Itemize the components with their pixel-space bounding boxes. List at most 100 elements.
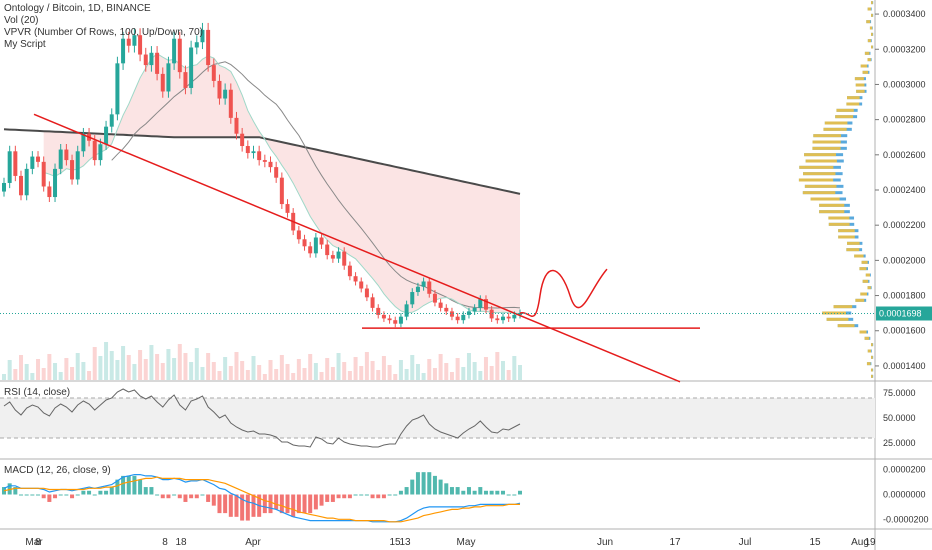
vpvr-down-bar [799,165,834,169]
y-tick-label: 0.0001800 [883,291,926,301]
candle-body [489,309,494,319]
candle-body [41,161,46,187]
x-tick-label: 8 [35,537,41,548]
projected-path [519,268,608,317]
volume-bar [512,356,517,380]
macd-histogram-bar [478,487,483,495]
x-tick-label: 15 [389,537,401,548]
candle-body [296,230,301,240]
vpvr-down-bar [838,229,855,233]
macd-histogram-bar [70,494,75,499]
candle-body [217,80,222,99]
volume-bar [364,352,369,380]
volume-bar [478,371,483,380]
script-indicator-label[interactable]: My Script [4,39,46,50]
macd-histogram-bar [472,490,477,495]
y-tick-label: 0.0003400 [883,9,926,19]
candle-body [98,144,103,161]
vpvr-down-bar [860,64,868,68]
vpvr-down-bar [861,260,868,264]
candle-body [500,316,505,321]
symbol-title[interactable]: Ontology / Bitcoin, 1D, BINANCE [4,3,151,14]
last-price-label: 0.0001698 [879,309,922,319]
volume-bar [387,365,392,380]
x-tick-label: Jul [739,537,752,548]
macd-histogram-bar [109,487,114,495]
candle-body [376,307,381,315]
vpvr-down-bar [819,210,845,214]
vpvr-down-bar [846,248,860,252]
volume-bar [466,353,471,380]
volume-bar [483,357,488,380]
macd-histogram-bar [274,494,279,510]
candle-body [370,297,375,308]
macd-histogram-bar [75,494,80,496]
vpvr-down-bar [802,191,836,195]
y-tick-label: 0.0001600 [883,326,926,336]
macd-histogram-bar [359,494,364,496]
y-tick-label: 0.0002400 [883,185,926,195]
macd-histogram-bar [313,494,318,510]
candle-body [115,63,120,115]
vpvr-down-bar [803,172,836,176]
vpvr-down-bar [819,203,845,207]
volume-bar [189,362,194,380]
volume-bar [194,348,199,380]
macd-histogram-bar [98,490,103,495]
macd-histogram-bar [427,472,432,495]
candle-body [404,304,409,317]
volume-bar [455,358,460,380]
candle-body [189,47,194,88]
candle-body [109,114,114,127]
macd-histogram-bar [495,490,500,495]
candle-body [455,316,460,321]
volume-bar [70,367,75,380]
macd-histogram-bar [194,494,199,499]
macd-histogram-bar [217,494,222,514]
macd-histogram-bar [461,490,466,495]
vpvr-down-bar [855,298,865,302]
candle-body [126,38,131,46]
macd-histogram-bar [506,494,511,496]
candle-body [274,167,279,178]
volume-bar [313,363,318,380]
macd-histogram-bar [512,494,517,496]
y-tick-label: 0.0003200 [883,44,926,54]
candle-body [410,292,415,305]
candle-body [81,133,86,152]
vpvr-down-bar [824,121,848,125]
macd-histogram-bar [41,494,46,499]
vpvr-down-bar [866,20,871,24]
vol-indicator-label[interactable]: Vol (20) [4,15,39,26]
candle-body [206,29,211,66]
candle-body [319,237,324,245]
descending-trendline [33,113,681,383]
macd-histogram-bar [518,490,522,495]
candle-body [104,126,109,145]
candle-body [268,161,273,168]
vpvr-down-bar [847,241,860,245]
macd-histogram-bar [126,475,131,495]
rsi-legend[interactable]: RSI (14, close) [4,387,71,398]
candle-body [444,307,449,312]
y-tick-label: 0.0002000 [883,255,926,265]
macd-histogram-bar [234,494,239,517]
volume-bar [172,358,177,380]
vpvr-indicator-label[interactable]: VPVR (Number Of Rows, 100, Up/Down, 70) [4,27,203,38]
macd-histogram-bar [160,494,165,499]
volume-bar [41,368,46,380]
volume-bar [223,357,228,380]
vpvr-down-bar [866,362,871,366]
macd-histogram-bar [387,494,392,496]
macd-histogram-bar [347,494,352,499]
volume-bar [19,355,24,380]
volume-bar [444,363,449,380]
macd-histogram-bar [87,490,92,495]
volume-bar [415,364,420,380]
macd-legend[interactable]: MACD (12, 26, close, 9) [4,465,111,476]
volume-bar [81,362,86,380]
candle-body [472,307,477,312]
macd-histogram-bar [177,494,182,499]
macd-histogram-bar [143,487,148,495]
